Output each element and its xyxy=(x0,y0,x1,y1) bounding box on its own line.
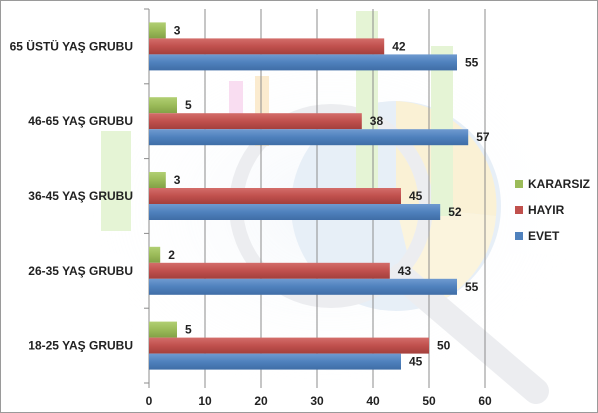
x-tick-label: 30 xyxy=(310,394,324,408)
category-label: 65 ÜSTÜ YAŞ GRUBU xyxy=(10,38,133,53)
bar-evet xyxy=(149,204,441,220)
background-bar-shape xyxy=(101,131,131,231)
data-label: 5 xyxy=(185,323,192,337)
data-label: 57 xyxy=(476,130,490,144)
data-label: 3 xyxy=(174,23,181,37)
data-labels: 5 50 45 2 43 55 3 45 52 5 38 57 3 42 55 xyxy=(168,23,490,368)
x-tick-label: 50 xyxy=(422,394,436,408)
bars xyxy=(149,22,469,370)
data-label: 42 xyxy=(392,39,406,53)
bar-evet xyxy=(149,353,401,370)
bar-kararsiz xyxy=(149,321,177,338)
legend: KARARSIZ HAYIR EVET xyxy=(515,177,590,243)
legend-swatch xyxy=(515,232,523,240)
data-label: 45 xyxy=(409,355,423,369)
data-label: 45 xyxy=(409,189,423,203)
data-label: 55 xyxy=(465,55,479,69)
bar-evet xyxy=(149,54,457,71)
bar-kararsiz xyxy=(149,22,166,39)
category-label: 36-45 YAŞ GRUBU xyxy=(28,189,133,203)
data-label: 38 xyxy=(370,114,384,128)
bar-evet xyxy=(149,129,469,146)
legend-entry-evet: EVET xyxy=(528,229,560,243)
legend-entry-hayir: HAYIR xyxy=(528,203,565,217)
bar-hayir xyxy=(149,337,429,354)
data-label: 2 xyxy=(168,248,175,262)
x-tick-label: 0 xyxy=(146,394,153,408)
bar-hayir xyxy=(149,188,401,204)
data-label: 43 xyxy=(398,264,412,278)
category-label: 46-65 YAŞ GRUBU xyxy=(28,114,133,128)
bar-kararsiz xyxy=(149,172,166,188)
legend-entry-kararsiz: KARARSIZ xyxy=(528,177,590,191)
x-tick-label: 40 xyxy=(366,394,380,408)
category-label: 18-25 YAŞ GRUBU xyxy=(28,339,133,353)
bar-evet xyxy=(149,278,457,295)
bar-hayir xyxy=(149,262,390,279)
x-tick-label: 60 xyxy=(478,394,492,408)
x-tick-label: 10 xyxy=(198,394,212,408)
data-label: 3 xyxy=(174,173,181,187)
x-tick-labels: 0 10 20 30 40 50 60 xyxy=(146,394,492,408)
bar-kararsiz xyxy=(149,246,161,263)
magnifier-handle xyxy=(388,263,549,404)
data-label: 50 xyxy=(437,339,451,353)
bar-kararsiz xyxy=(149,97,177,114)
legend-swatch xyxy=(515,180,523,188)
x-tick-label: 20 xyxy=(254,394,268,408)
bar-hayir xyxy=(149,113,362,130)
data-label: 55 xyxy=(465,280,479,294)
data-label: 52 xyxy=(448,205,462,219)
data-label: 5 xyxy=(185,98,192,112)
bar-hayir xyxy=(149,38,385,55)
legend-swatch xyxy=(515,206,523,214)
category-labels: 18-25 YAŞ GRUBU 26-35 YAŞ GRUBU 36-45 YAŞ … xyxy=(10,38,133,352)
category-label: 26-35 YAŞ GRUBU xyxy=(28,264,133,278)
